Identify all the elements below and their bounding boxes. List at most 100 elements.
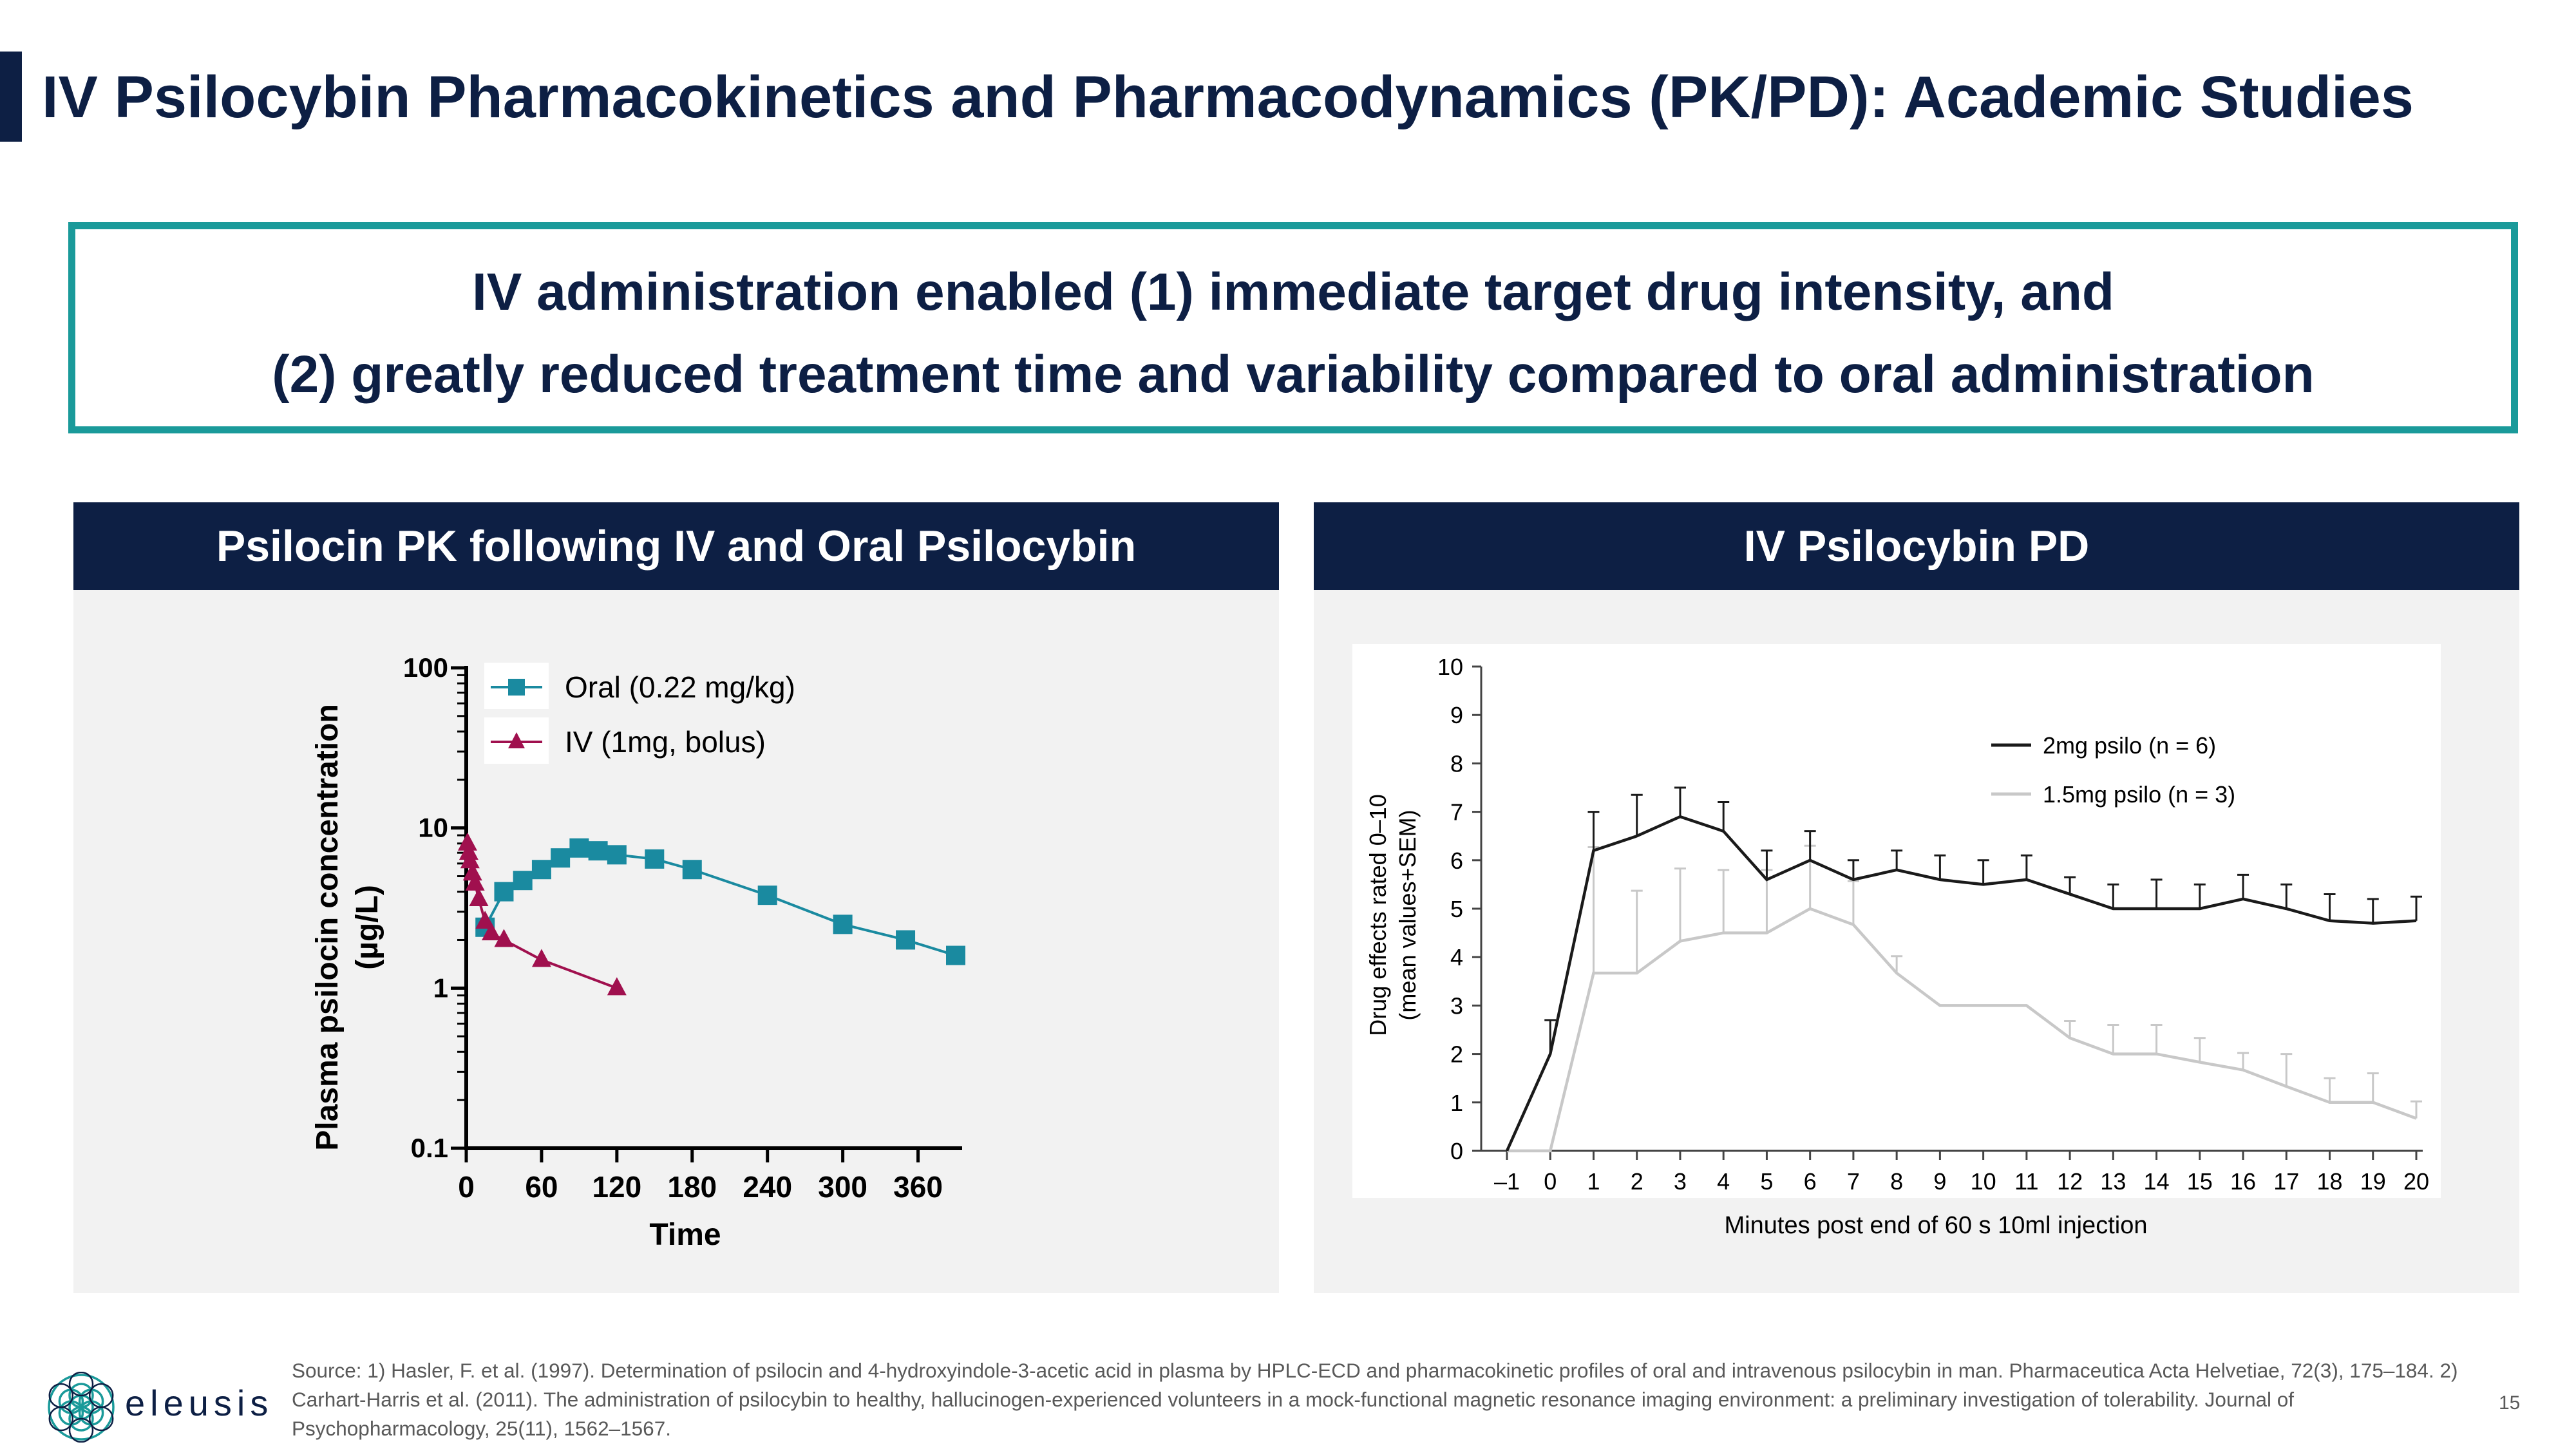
pk-y-tick-label: 1 [433,972,448,1003]
pk-iv-point [481,922,501,941]
pd-x-tick-label: 3 [1674,1168,1687,1195]
pk-x-tick-label: 240 [743,1170,792,1204]
pd-panel: IV Psilocybin PD 0 1 2 3 4 5 6 7 8 9 10 –1 0 1 2 3 4 5 6 7 8… [1314,502,2519,1293]
pd-plot-area [1352,644,2441,1198]
pk-oral-point [833,914,853,934]
pk-y-tick-label: 100 [403,652,448,683]
pd-x-tick-label: 15 [2187,1168,2213,1195]
pk-oral-point [569,838,589,858]
pd-x-tick-label: 17 [2273,1168,2299,1195]
key-message-callout: IV administration enabled (1) immediate … [68,222,2518,433]
pk-oral-point [513,871,533,891]
pd-black-series-line [1505,815,2417,1151]
pd-y-tick-label: 3 [1450,992,1463,1019]
pd-y-tick-label: 6 [1450,848,1463,874]
callout-line-1: IV administration enabled (1) immediate … [471,263,2114,321]
pd-x-tick-label: –1 [1494,1168,1520,1195]
pk-oral-point [896,930,916,950]
pk-panel: Psilocin PK following IV and Oral Psiloc… [73,502,1279,1293]
eleusis-logo: eleusis [45,1371,268,1443]
pk-iv-point [460,850,480,869]
pd-x-tick-label: 7 [1847,1168,1860,1195]
pk-iv-point [457,832,477,851]
pd-x-tick-label: 11 [2014,1168,2038,1195]
pk-iv-point [494,929,514,947]
pd-x-tick-label: 19 [2360,1168,2386,1195]
page-number: 15 [2499,1392,2521,1414]
pd-y-tick-label: 10 [1437,654,1463,680]
pd-x-tick-label: 13 [2100,1168,2126,1195]
pk-iv-point [465,872,485,891]
pd-x-tick-label: 6 [1804,1168,1817,1195]
pd-y-tick-label: 9 [1450,702,1463,728]
pd-y-axis-label-units: (mean values+SEM) [1394,810,1421,1020]
pd-x-tick-label: 18 [2317,1168,2343,1195]
pd-x-tick-label: 4 [1717,1168,1730,1195]
page-title: IV Psilocybin Pharmacokinetics and Pharm… [42,64,2414,130]
pd-grey-series-line [1507,907,2417,1153]
pk-iv-point [607,977,627,996]
pd-y-tick-label: 5 [1450,896,1463,922]
pd-x-tick-label: 8 [1890,1168,1903,1195]
pd-y-tick-label: 7 [1450,799,1463,826]
pd-x-tick-label: 5 [1760,1168,1773,1195]
pk-x-tick-label: 360 [893,1170,943,1204]
pk-iv-point [531,949,551,967]
pd-y-tick-label: 0 [1450,1138,1463,1164]
pk-legend-label: Oral (0.22 mg/kg) [565,670,795,704]
pk-x-axis-label: Time [649,1218,721,1252]
pd-x-tick-label: 0 [1544,1168,1557,1195]
pd-x-axis-label: Minutes post end of 60 s 10ml injection [1725,1212,2148,1239]
pd-x-tick-label: 10 [1971,1168,1996,1195]
pk-chart: 0.1 1 10 100 0 60 120 180 240 300 360 Time Plasma ps… [310,652,965,1252]
pk-panel-title: Psilocin PK following IV and Oral Psiloc… [73,502,1279,590]
pk-y-axis-label-group: Plasma psilocin concentration (µg/L) [310,704,384,1151]
pk-x-tick-label: 0 [458,1170,475,1204]
pd-x-tick-label: 2 [1631,1168,1643,1195]
pk-legend-label: IV (1mg, bolus) [565,725,766,759]
pk-oral-point [551,848,571,868]
pd-y-tick-label: 8 [1450,750,1463,777]
pk-oral-point [588,841,608,861]
pd-y-tick-label: 2 [1450,1041,1463,1068]
pk-oral-point [757,886,777,905]
pk-x-tick-label: 300 [818,1170,867,1204]
pk-oral-point [531,860,551,880]
pk-y-tick-label: 10 [418,813,448,843]
pd-y-axis-label-group: Drug effects rated 0–10 (mean values+SEM) [1365,794,1421,1036]
pk-x-tick-label: 60 [525,1170,558,1204]
pk-x-tick-label: 120 [592,1170,641,1204]
pk-iv-point [475,911,495,929]
pk-oral-point [607,845,627,865]
pk-oral-point [946,945,965,965]
pk-x-tick-label: 180 [667,1170,717,1204]
pk-iv-point [459,842,478,860]
pd-x-tick-label: 16 [2230,1168,2256,1195]
pd-panel-title: IV Psilocybin PD [1314,502,2519,590]
pd-legend-label: 2mg psilo (n = 6) [2043,732,2216,759]
pd-x-tick-label: 14 [2144,1168,2170,1195]
pd-legend-label: 1.5mg psilo (n = 3) [2043,781,2235,808]
pk-oral-point [494,882,514,902]
title-accent-bar [0,52,22,142]
pd-x-tick-label: 1 [1587,1168,1600,1195]
callout-line-2: (2) greatly reduced treatment time and v… [272,345,2315,404]
pd-y-axis-label: Drug effects rated 0–10 [1365,794,1391,1036]
pk-iv-point [469,887,489,906]
pd-x-tick-label: 20 [2403,1168,2429,1195]
pk-y-axis-label: Plasma psilocin concentration [310,704,345,1151]
pk-legend-marker [508,679,525,696]
flower-of-life-icon [48,1371,115,1443]
logo-text: eleusis [125,1383,274,1423]
pk-y-axis-label-units: (µg/L) [350,885,384,970]
pk-y-tick-label: 0.1 [411,1133,448,1163]
pd-y-tick-label: 4 [1450,944,1463,971]
pk-oral-point [682,860,702,880]
pk-oral-point [645,849,665,869]
pd-x-tick-label: 9 [1933,1168,1946,1195]
pd-x-tick-label: 12 [2057,1168,2083,1195]
pd-y-tick-label: 1 [1450,1090,1463,1116]
source-citation: Source: 1) Hasler, F. et al. (1997). Det… [292,1359,2458,1440]
pk-iv-point [462,862,482,881]
